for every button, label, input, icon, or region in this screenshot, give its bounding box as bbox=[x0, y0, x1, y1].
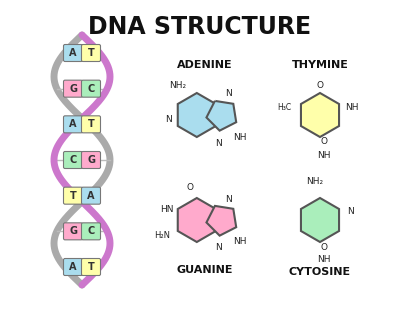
Text: NH: NH bbox=[233, 132, 247, 141]
Text: DNA STRUCTURE: DNA STRUCTURE bbox=[88, 15, 312, 39]
Text: C: C bbox=[87, 226, 95, 236]
Text: H₂N: H₂N bbox=[154, 231, 170, 241]
Polygon shape bbox=[206, 206, 236, 236]
FancyBboxPatch shape bbox=[64, 187, 82, 204]
Text: G: G bbox=[69, 84, 77, 94]
Text: NH₂: NH₂ bbox=[170, 81, 186, 90]
Text: NH: NH bbox=[317, 255, 331, 265]
FancyBboxPatch shape bbox=[64, 80, 82, 97]
Polygon shape bbox=[178, 198, 216, 242]
Text: CYTOSINE: CYTOSINE bbox=[289, 267, 351, 277]
Text: N: N bbox=[225, 89, 231, 98]
Text: C: C bbox=[69, 155, 77, 165]
Text: A: A bbox=[69, 262, 77, 272]
FancyBboxPatch shape bbox=[64, 116, 82, 133]
Text: O: O bbox=[186, 183, 194, 193]
FancyBboxPatch shape bbox=[82, 116, 100, 133]
Text: G: G bbox=[69, 226, 77, 236]
Text: N: N bbox=[347, 207, 353, 217]
FancyBboxPatch shape bbox=[64, 151, 82, 169]
Text: A: A bbox=[87, 191, 95, 201]
FancyBboxPatch shape bbox=[64, 259, 82, 276]
FancyBboxPatch shape bbox=[82, 223, 100, 240]
Text: O: O bbox=[320, 243, 328, 252]
Text: GUANINE: GUANINE bbox=[177, 265, 233, 275]
Text: G: G bbox=[87, 155, 95, 165]
Text: NH: NH bbox=[233, 237, 247, 246]
FancyBboxPatch shape bbox=[82, 259, 100, 276]
FancyBboxPatch shape bbox=[82, 80, 100, 97]
Text: T: T bbox=[88, 119, 94, 129]
Text: T: T bbox=[70, 191, 76, 201]
Text: A: A bbox=[69, 119, 77, 129]
Text: NH: NH bbox=[317, 150, 331, 159]
Text: NH: NH bbox=[345, 102, 359, 111]
Polygon shape bbox=[178, 93, 216, 137]
Text: N: N bbox=[215, 139, 221, 148]
Text: NH₂: NH₂ bbox=[306, 178, 324, 187]
Text: C: C bbox=[87, 84, 95, 94]
FancyBboxPatch shape bbox=[64, 223, 82, 240]
Text: ADENINE: ADENINE bbox=[177, 60, 233, 70]
FancyBboxPatch shape bbox=[82, 151, 100, 169]
Text: O: O bbox=[320, 138, 328, 147]
Text: N: N bbox=[215, 244, 221, 252]
Text: T: T bbox=[88, 48, 94, 58]
FancyBboxPatch shape bbox=[82, 187, 100, 204]
Text: HN: HN bbox=[160, 205, 174, 214]
FancyBboxPatch shape bbox=[64, 44, 82, 61]
Text: A: A bbox=[69, 48, 77, 58]
Text: N: N bbox=[165, 116, 171, 124]
Polygon shape bbox=[301, 93, 339, 137]
Text: N: N bbox=[225, 196, 231, 204]
Polygon shape bbox=[206, 101, 236, 131]
Text: THYMINE: THYMINE bbox=[292, 60, 348, 70]
Text: O: O bbox=[316, 81, 324, 90]
Polygon shape bbox=[301, 198, 339, 242]
Text: H₃C: H₃C bbox=[277, 102, 291, 111]
Text: T: T bbox=[88, 262, 94, 272]
FancyBboxPatch shape bbox=[82, 44, 100, 61]
